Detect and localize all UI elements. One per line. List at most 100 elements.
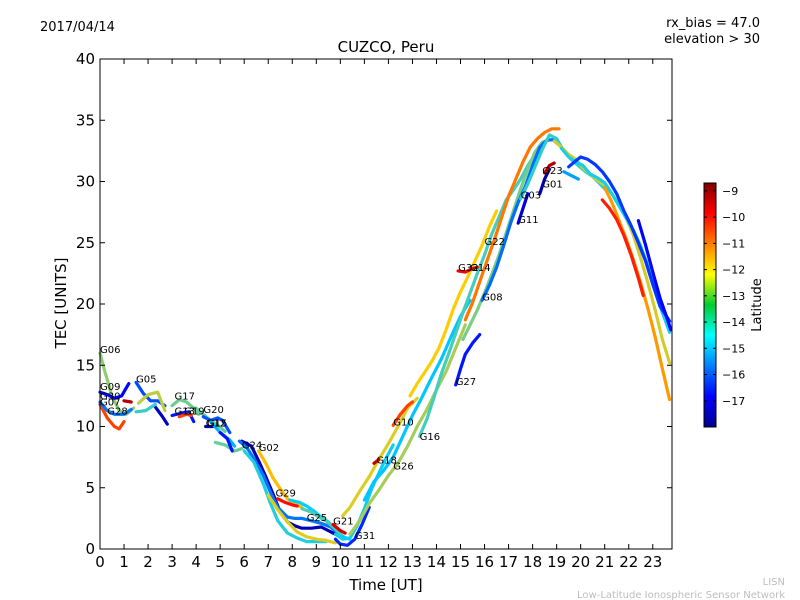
satellite-label-g19: G19 bbox=[184, 406, 204, 417]
satellite-label-g26: G26 bbox=[393, 461, 413, 472]
satellite-label-g22: G22 bbox=[485, 237, 505, 248]
tec-track bbox=[418, 152, 537, 438]
x-tick-label: 23 bbox=[643, 553, 662, 571]
colorbar-tick-label: −12 bbox=[722, 264, 745, 277]
tec-track bbox=[242, 449, 328, 544]
satellite-label-g17: G17 bbox=[175, 392, 195, 403]
satellite-label-g16: G16 bbox=[420, 432, 440, 443]
colorbar-ticks: −9 −10 −11 −12 −13 −14 −15 −16 −17 bbox=[704, 185, 745, 408]
y-tick-label: 0 bbox=[85, 540, 95, 558]
y-tick-label: 40 bbox=[76, 50, 95, 68]
colorbar-tick-label: −13 bbox=[722, 290, 745, 303]
x-tick-label: 0 bbox=[95, 553, 105, 571]
y-tick-label: 25 bbox=[76, 234, 95, 252]
tec-track bbox=[567, 155, 672, 323]
tec-track bbox=[542, 161, 556, 175]
tec-track bbox=[122, 399, 133, 404]
colorbar-gradient bbox=[703, 182, 717, 428]
tec-track bbox=[333, 505, 371, 547]
satellite-label-g30: G30 bbox=[100, 392, 120, 403]
colorbar-tick-label: −10 bbox=[722, 211, 745, 224]
satellite-label-g20: G20 bbox=[203, 405, 223, 416]
satellite-label-g11: G11 bbox=[518, 215, 538, 226]
satellite-label-g03: G03 bbox=[521, 191, 541, 202]
tracks-layer bbox=[98, 127, 673, 547]
x-tick-label: 12 bbox=[379, 553, 398, 571]
tec-track bbox=[331, 522, 347, 535]
tec-track bbox=[636, 219, 673, 332]
satellite-label-g14: G14 bbox=[470, 263, 490, 274]
tec-track bbox=[98, 402, 126, 431]
x-tick-label: 6 bbox=[239, 553, 249, 571]
tec-track bbox=[372, 458, 381, 465]
tec-track bbox=[333, 443, 395, 541]
satellite-label-g06: G06 bbox=[100, 345, 120, 356]
x-tick-label: 3 bbox=[167, 553, 177, 571]
satellite-label-g09: G09 bbox=[100, 382, 120, 393]
satellite-label-g13: G13 bbox=[175, 406, 195, 417]
satellite-label-g29: G29 bbox=[275, 488, 295, 499]
tec-track bbox=[153, 405, 169, 426]
credit-short: LISN bbox=[763, 577, 785, 588]
satellite-label-g05: G05 bbox=[136, 374, 156, 385]
y-tick-label: 15 bbox=[76, 356, 95, 374]
x-tick-label: 20 bbox=[571, 553, 590, 571]
satellite-label-g31: G31 bbox=[355, 531, 375, 542]
colorbar-tick-label: −15 bbox=[722, 342, 745, 355]
tec-track bbox=[538, 167, 552, 196]
tec-track bbox=[408, 209, 499, 398]
chart-title: CUZCO, Peru bbox=[338, 38, 435, 56]
tec-track bbox=[463, 127, 561, 322]
tec-track bbox=[98, 382, 131, 400]
tec-track bbox=[391, 400, 414, 427]
satellite-label-g23: G23 bbox=[542, 166, 562, 177]
colorbar-tick-label: −9 bbox=[722, 185, 738, 198]
x-tick-label: 4 bbox=[191, 553, 201, 571]
y-tick-label: 10 bbox=[76, 418, 95, 436]
tec-track bbox=[257, 449, 304, 509]
satellite-label-g27: G27 bbox=[456, 377, 476, 388]
x-tick-label: 1 bbox=[119, 553, 129, 571]
satellite-label-g18: G18 bbox=[376, 455, 396, 466]
tec-track bbox=[98, 400, 133, 416]
satellite-label-g24: G24 bbox=[242, 441, 262, 452]
tec-track bbox=[276, 497, 299, 508]
y-axis-label: TEC [UNITS] bbox=[52, 258, 70, 350]
date-label: 2017/04/14 bbox=[40, 20, 115, 35]
y-tick-label: 30 bbox=[76, 173, 95, 191]
satellite-label-g21: G21 bbox=[333, 517, 353, 528]
plot-frame bbox=[99, 58, 673, 550]
colorbar-tick-label: −17 bbox=[722, 395, 745, 408]
credit-full: Low-Latitude Ionospheric Sensor Network bbox=[577, 590, 785, 600]
tec-track bbox=[237, 439, 347, 540]
x-tick-label: 18 bbox=[523, 553, 542, 571]
x-tick-label: 11 bbox=[355, 553, 374, 571]
x-tick-label: 16 bbox=[475, 553, 494, 571]
x-axis-label: Time [UT] bbox=[348, 576, 422, 594]
tec-track bbox=[266, 493, 338, 545]
axes-layer: 0 1 2 3 4 5 6 7 8 9 10 11 12 13 14 15 16 17 18 19 20 21 22 2305… bbox=[76, 50, 672, 571]
tec-track bbox=[201, 415, 232, 435]
x-tick-label: 10 bbox=[331, 553, 350, 571]
tec-track bbox=[600, 198, 645, 297]
satellite-label-g07: G07 bbox=[100, 398, 120, 409]
colorbar-tick-label: −11 bbox=[722, 237, 745, 250]
colorbar: −9 −10 −11 −12 −13 −14 −15 −16 −17 bbox=[703, 182, 745, 428]
x-tick-label: 5 bbox=[215, 553, 225, 571]
tec-track bbox=[456, 265, 479, 274]
satellite-label-g15: G15 bbox=[207, 419, 227, 430]
satellite-label-g12: G12 bbox=[206, 419, 226, 430]
x-tick-label: 8 bbox=[287, 553, 297, 571]
tec-track bbox=[562, 170, 580, 181]
y-tick-label: 5 bbox=[85, 479, 95, 497]
tec-track bbox=[300, 507, 342, 535]
x-tick-label: 21 bbox=[595, 553, 614, 571]
tec-track bbox=[362, 298, 472, 502]
colorbar-label: Latitude bbox=[750, 278, 765, 332]
y-tick-label: 20 bbox=[76, 295, 95, 313]
tec-track bbox=[177, 412, 193, 419]
x-tick-label: 2 bbox=[143, 553, 153, 571]
colorbar-tick-label: −16 bbox=[722, 369, 745, 382]
